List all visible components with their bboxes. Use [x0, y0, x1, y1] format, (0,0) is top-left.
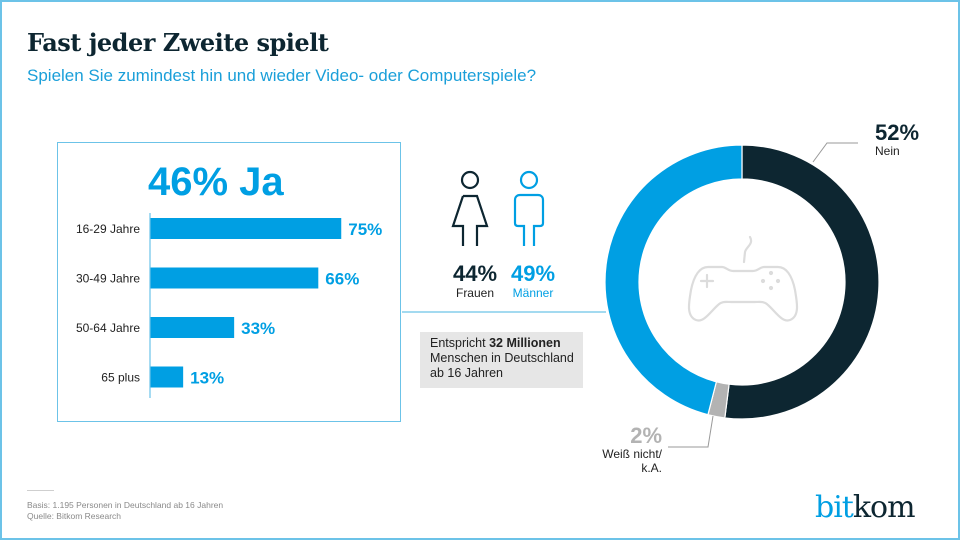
bar-0 — [150, 218, 342, 239]
male-percentage: 49% — [510, 261, 556, 286]
bitkom-logo: bitkom — [815, 490, 916, 525]
age-panel — [57, 142, 401, 422]
gender-female: 44% Frauen — [445, 261, 505, 301]
nein-leader-line — [812, 142, 858, 163]
note-bold: 32 Millionen — [489, 336, 561, 350]
female-percentage: 44% — [452, 261, 498, 286]
bar-category-label: 16-29 Jahre — [76, 222, 140, 236]
donut-slice-nein — [724, 144, 880, 420]
bar-2 — [150, 317, 235, 338]
note-line2: Menschen in Deutschland — [430, 351, 574, 365]
bar-3 — [150, 366, 184, 388]
nein-label: Nein — [875, 144, 900, 158]
note-prefix: Entspricht — [430, 336, 490, 350]
source-notes: Basis: 1.195 Personen in Deutschland ab … — [27, 500, 223, 522]
logo-part-kom: kom — [852, 490, 916, 525]
source-divider — [27, 490, 54, 491]
weiss-label-line1: Weiß nicht/ — [602, 447, 662, 461]
female-figure-icon — [451, 170, 489, 246]
male-figure-icon — [513, 170, 545, 246]
logo-part-bit: bit — [815, 490, 854, 525]
gamepad-icon — [687, 235, 799, 322]
bar-value-label: 13% — [190, 369, 224, 388]
bar-value-label: 33% — [241, 319, 275, 338]
bar-1 — [150, 267, 319, 289]
bar-category-label: 30-49 Jahre — [76, 272, 140, 286]
page-title: Fast jeder Zweite spielt — [27, 28, 329, 57]
quelle-text: Quelle: Bitkom Research — [27, 511, 122, 521]
bar-value-label: 75% — [348, 220, 382, 239]
bar-category-label: 50-64 Jahre — [76, 321, 140, 335]
population-note: Entspricht 32 Millionen Menschen in Deut… — [420, 332, 583, 388]
female-label: Frauen — [455, 286, 495, 300]
donut-slice-ja — [604, 144, 743, 416]
gender-male: 49% Männer — [503, 261, 563, 301]
donut-chart — [604, 144, 880, 420]
weiss-label-line2: k.A. — [641, 461, 662, 475]
yes-total-heading: 46% Ja — [148, 160, 284, 204]
weiss-label-group: 2% Weiß nicht/ k.A. — [590, 423, 662, 476]
age-bar-chart: 16-29 Jahre 75% 30-49 Jahre 66% 50-64 Jahre 3… — [76, 218, 382, 388]
weiss-percentage: 2% — [630, 423, 662, 448]
basis-text: Basis: 1.195 Personen in Deutschland ab … — [27, 500, 224, 510]
nein-percentage: 52% — [875, 120, 920, 145]
page-subtitle: Spielen Sie zumindest hin und wieder Vid… — [27, 66, 537, 85]
male-label: Männer — [512, 286, 554, 300]
weiss-leader-line — [668, 415, 714, 448]
bar-category-label: 65 plus — [101, 371, 140, 385]
note-line3: ab 16 Jahren — [430, 366, 503, 380]
bar-value-label: 66% — [325, 270, 359, 289]
nein-label-group: 52% Nein — [875, 120, 920, 159]
